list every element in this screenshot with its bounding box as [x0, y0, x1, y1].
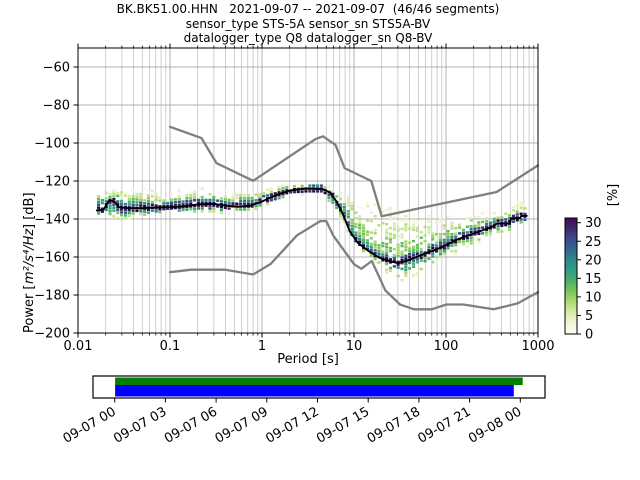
svg-text:−80: −80 — [43, 99, 70, 114]
timeline-bar-covered-timerange — [115, 377, 523, 385]
nhnm-line — [168, 125, 540, 218]
svg-text:09-07 06: 09-07 06 — [162, 404, 220, 446]
svg-text:5: 5 — [585, 309, 593, 324]
nlnm-line — [168, 219, 540, 311]
svg-text:100: 100 — [434, 339, 459, 354]
svg-text:0.01: 0.01 — [64, 339, 93, 354]
svg-text:09-07 03: 09-07 03 — [111, 404, 169, 446]
svg-text:0: 0 — [585, 328, 593, 343]
plot-grid — [77, 48, 539, 333]
colorbar-unit-label: [%] — [606, 184, 621, 207]
svg-text:09-07 09: 09-07 09 — [213, 404, 271, 446]
svg-text:−200: −200 — [34, 327, 70, 342]
svg-text:1: 1 — [258, 339, 266, 354]
colorbar: 30 25 20 15 10 5 0 [%] — [564, 184, 621, 343]
svg-text:09-07 21: 09-07 21 — [415, 404, 473, 446]
mean-psd-line — [95, 187, 528, 265]
figure-title: BK.BK51.00.HHN 2021-09-07 -- 2021-09-07 … — [116, 2, 500, 16]
svg-text:25: 25 — [585, 235, 602, 250]
svg-text:30: 30 — [585, 216, 602, 231]
timeline-bar-data-segments — [115, 385, 514, 397]
svg-text:10: 10 — [585, 290, 602, 305]
svg-text:−60: −60 — [43, 61, 70, 76]
svg-text:10: 10 — [346, 339, 363, 354]
svg-text:09-08 00: 09-08 00 — [466, 404, 524, 446]
svg-text:−180: −180 — [34, 289, 70, 304]
svg-text:−160: −160 — [34, 251, 70, 266]
plot-axes: 0.01 0.1 1 10 100 1000 −60 −80 −100 −120 −140 −160 −… — [34, 43, 555, 354]
svg-text:−100: −100 — [34, 137, 70, 152]
sensor-subtitle: sensor_type STS-5A sensor_sn STS5A-BV — [185, 17, 431, 31]
svg-text:09-07 00: 09-07 00 — [61, 404, 119, 446]
svg-text:1000: 1000 — [521, 339, 554, 354]
svg-text:−120: −120 — [34, 175, 70, 190]
svg-text:09-07 15: 09-07 15 — [314, 404, 372, 446]
x-axis-label: Period [s] — [277, 352, 339, 367]
svg-text:09-07 18: 09-07 18 — [365, 404, 423, 446]
svg-text:09-07 12: 09-07 12 — [263, 404, 321, 446]
svg-text:15: 15 — [585, 272, 602, 287]
svg-text:−140: −140 — [34, 213, 70, 228]
svg-text:0.1: 0.1 — [160, 339, 181, 354]
datalogger-subtitle: datalogger_type Q8 datalogger_sn Q8-BV — [183, 31, 433, 45]
svg-text:20: 20 — [585, 253, 602, 268]
